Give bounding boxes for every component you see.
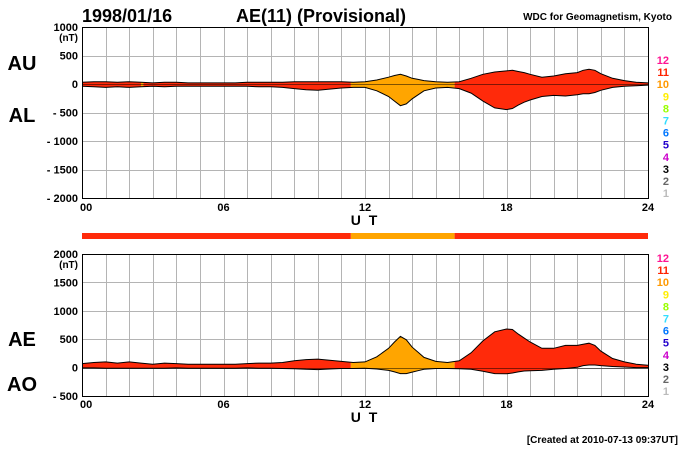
x-tick-label: 00 (80, 202, 92, 214)
x-tick-label: 12 (359, 202, 371, 214)
level-scale-label: 2 (663, 176, 669, 188)
y-tick-label: - 2000 (47, 193, 78, 205)
chart-title: AE(11) (Provisional) (236, 6, 406, 26)
created-label: [Created at 2010-07-13 09:37UT] (527, 435, 678, 446)
x-tick-label: 12 (359, 399, 371, 411)
panel-top: 1000 500 0 - 500 - 1000 - 1500 - 2000 (nT) 00 06 1… (8, 22, 670, 228)
series-line-ae (81, 328, 649, 366)
area-segment (140, 69, 144, 110)
level-scale-label: 12 (657, 253, 669, 265)
source-label: WDC for Geomagnetism, Kyoto (523, 12, 672, 23)
area-segment (350, 329, 455, 374)
x-tick-label: 24 (642, 399, 655, 411)
level-scale-label: 8 (663, 103, 669, 115)
date-label: 1998/01/16 (82, 6, 172, 26)
series-label-au: AU (8, 53, 37, 75)
level-scale-label: 9 (663, 91, 669, 103)
level-scale-label: 7 (663, 116, 669, 128)
x-tick-label: 24 (642, 202, 655, 214)
level-scale-label: 6 (663, 128, 669, 140)
x-axis-label: U T (351, 212, 380, 228)
y-tick-label: 2000 (54, 249, 78, 261)
activity-bar-segment (350, 233, 455, 239)
level-scale-label: 3 (663, 164, 669, 176)
series-label-ao: AO (7, 374, 37, 396)
x-tick-label: 18 (500, 399, 512, 411)
plot-frame (82, 27, 649, 199)
area-segment (82, 69, 141, 110)
level-scale-label: 4 (663, 152, 670, 164)
x-axis-label: U T (351, 409, 380, 425)
y-tick-label: - 500 (53, 108, 78, 120)
level-scale-label: 5 (663, 140, 669, 152)
level-scale-label: 5 (663, 338, 669, 350)
activity-bar-segment (82, 233, 351, 239)
level-scale-label: 11 (657, 67, 669, 79)
level-scale-label: 1 (663, 188, 669, 200)
level-scale-label: 11 (657, 265, 669, 277)
level-scale-label: 6 (663, 326, 669, 338)
level-scale-label: 10 (657, 277, 669, 289)
series-label-al: AL (9, 105, 36, 127)
y-tick-label: - 1500 (47, 165, 78, 177)
grid (82, 27, 649, 199)
series-line-au (81, 68, 649, 84)
series-line-al (81, 84, 649, 111)
level-scale-label: 9 (663, 289, 669, 301)
x-tick-label: 18 (500, 202, 512, 214)
level-scale-label: 4 (663, 350, 670, 362)
y-tick-label: 500 (60, 51, 78, 63)
x-tick-label: 06 (217, 202, 229, 214)
area-segment (350, 69, 455, 110)
y-tick-label: 1000 (54, 306, 78, 318)
level-scale-label: 12 (657, 55, 669, 67)
y-axis-unit: (nT) (59, 33, 78, 44)
y-tick-label: 0 (72, 79, 78, 91)
series-label-ae: AE (8, 329, 36, 351)
level-scale-label: 10 (657, 79, 669, 91)
level-scale-label: 8 (663, 301, 669, 313)
activity-bar-segment (454, 233, 648, 239)
x-tick-label: 06 (217, 399, 229, 411)
area-segment (82, 329, 351, 374)
y-tick-label: - 1000 (47, 136, 78, 148)
level-scale-label: 7 (663, 314, 669, 326)
plot-frame (82, 254, 649, 397)
level-scale-label: 1 (663, 386, 669, 398)
y-tick-label: - 500 (53, 391, 78, 403)
y-tick-label: 1500 (54, 277, 78, 289)
y-tick-label: 500 (60, 334, 78, 346)
y-tick-label: 1000 (54, 22, 78, 34)
x-tick-label: 00 (80, 399, 92, 411)
y-tick-label: 0 (72, 363, 78, 375)
grid (82, 254, 649, 397)
y-axis-unit: (nT) (59, 260, 78, 271)
level-scale-label: 2 (663, 374, 669, 386)
level-scale-label: 3 (663, 362, 669, 374)
